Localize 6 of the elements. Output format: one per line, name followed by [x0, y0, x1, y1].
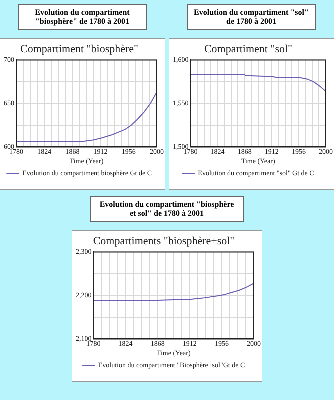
chart-title: Evolution du compartiment "biosphère" de 1780 à 2001	[18, 4, 147, 30]
chart-subtitle: Compartiments "biosphère+sol"	[93, 235, 235, 248]
chart-subtitle: Compartiment "biosphère"	[20, 43, 139, 56]
chart-title: Evolution du compartiment "sol" de 1780 à 2001	[187, 4, 316, 30]
chart-subtitle: Compartiment "sol"	[204, 43, 293, 56]
chart-title: Evolution du compartiment "biosphère et sol" de 1780 à 2001	[90, 196, 244, 222]
